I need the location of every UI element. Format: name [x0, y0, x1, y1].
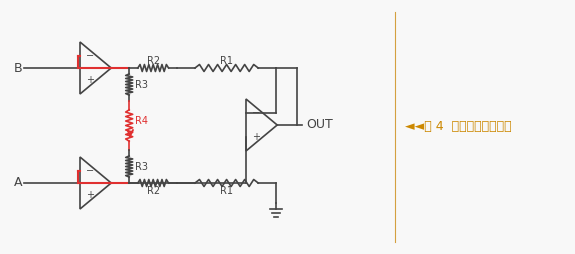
Text: R1: R1: [220, 186, 233, 196]
Text: +: +: [86, 75, 94, 85]
Text: OUT: OUT: [306, 119, 333, 132]
Text: ◄◄图 4  三运放仪表放大器: ◄◄图 4 三运放仪表放大器: [405, 120, 512, 134]
Text: R2: R2: [147, 56, 160, 66]
Text: R1: R1: [220, 56, 233, 66]
Text: −: −: [86, 51, 94, 61]
Text: R4: R4: [135, 117, 148, 126]
Text: R3: R3: [135, 162, 148, 171]
Text: B: B: [14, 61, 22, 74]
Text: +: +: [86, 190, 94, 200]
Text: R3: R3: [135, 80, 148, 89]
Text: A: A: [14, 177, 22, 189]
Text: +: +: [252, 132, 260, 142]
Text: R2: R2: [147, 186, 160, 196]
Text: −: −: [86, 166, 94, 176]
Text: −: −: [252, 108, 260, 118]
